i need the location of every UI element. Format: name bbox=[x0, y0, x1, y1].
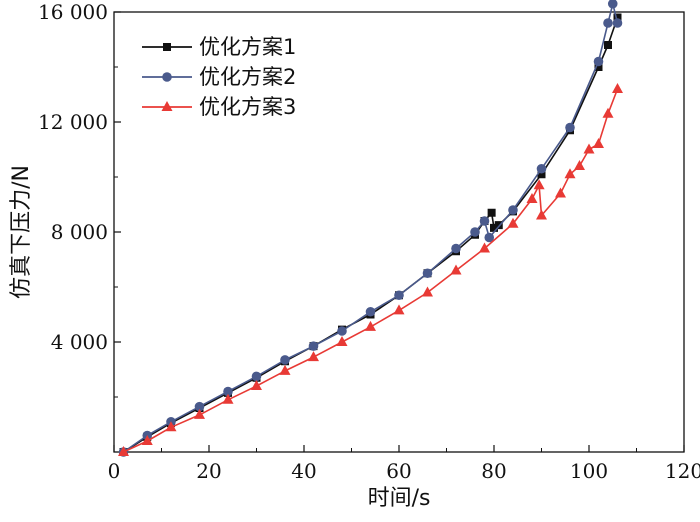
y-tick-label: 4 000 bbox=[51, 330, 108, 354]
data-point bbox=[394, 290, 404, 301]
data-point bbox=[593, 56, 604, 67]
data-point bbox=[494, 221, 503, 230]
data-point bbox=[308, 341, 319, 351]
data-point bbox=[336, 336, 348, 346]
data-point bbox=[536, 209, 547, 220]
x-axis: 0 20 40 60 80 100 120 bbox=[108, 445, 700, 483]
data-point bbox=[537, 170, 546, 179]
data-point bbox=[604, 41, 612, 49]
data-point bbox=[564, 168, 576, 179]
legend-item: 优化方案2 bbox=[142, 65, 296, 89]
x-tick-label: 40 bbox=[291, 459, 316, 483]
x-tick-label: 100 bbox=[570, 459, 608, 483]
legend-item: 优化方案3 bbox=[142, 95, 296, 119]
y-tick-label: 8 000 bbox=[51, 220, 108, 244]
legend-label: 优化方案3 bbox=[199, 95, 296, 119]
y-tick-label: 16 000 bbox=[38, 0, 108, 24]
data-point bbox=[251, 371, 262, 382]
data-point bbox=[603, 18, 613, 28]
data-point bbox=[422, 268, 433, 279]
data-point bbox=[279, 364, 291, 375]
y-axis-title: 仿真下压力/N bbox=[9, 165, 34, 299]
data-point bbox=[393, 304, 405, 315]
data-point bbox=[280, 355, 290, 365]
legend: 优化方案1 优化方案2 优化方案3 bbox=[142, 35, 296, 119]
series-line bbox=[123, 17, 619, 453]
x-tick-label: 0 bbox=[108, 459, 121, 483]
data-point bbox=[612, 83, 623, 93]
data-point bbox=[365, 306, 376, 317]
data-point bbox=[490, 223, 498, 232]
series-2 bbox=[118, 0, 623, 457]
data-point bbox=[594, 63, 603, 71]
data-point bbox=[451, 243, 461, 254]
data-point bbox=[251, 380, 262, 390]
data-point bbox=[565, 122, 575, 133]
x-tick-label: 120 bbox=[665, 459, 700, 483]
data-point bbox=[526, 193, 538, 203]
series-3 bbox=[118, 83, 623, 456]
legend-marker bbox=[161, 101, 173, 111]
series-line bbox=[123, 2, 619, 453]
data-point bbox=[507, 217, 519, 228]
data-point bbox=[583, 143, 595, 154]
data-point bbox=[223, 386, 233, 397]
data-point bbox=[508, 205, 518, 215]
data-point bbox=[574, 160, 585, 170]
x-tick-label: 60 bbox=[386, 459, 411, 483]
data-point bbox=[479, 242, 490, 253]
data-point bbox=[194, 401, 205, 412]
data-point bbox=[141, 435, 153, 445]
legend-marker bbox=[162, 72, 172, 82]
legend-label: 优化方案2 bbox=[199, 65, 296, 89]
data-point bbox=[612, 18, 623, 28]
data-point bbox=[365, 320, 376, 331]
x-tick-label: 20 bbox=[196, 459, 221, 483]
data-point bbox=[479, 216, 490, 226]
data-point bbox=[450, 264, 462, 275]
legend-label: 优化方案1 bbox=[199, 35, 296, 59]
data-point bbox=[165, 421, 177, 432]
x-axis-title: 时间/s bbox=[368, 486, 431, 511]
y-tick-label: 12 000 bbox=[38, 110, 108, 134]
data-point bbox=[422, 286, 433, 297]
data-point bbox=[607, 0, 618, 9]
legend-item: 优化方案1 bbox=[142, 35, 296, 59]
series-layer bbox=[118, 0, 623, 457]
data-point bbox=[613, 13, 622, 22]
data-point bbox=[487, 208, 496, 217]
data-point bbox=[222, 393, 234, 404]
data-point bbox=[308, 351, 319, 362]
data-point bbox=[536, 163, 547, 174]
data-point bbox=[118, 446, 129, 456]
data-point bbox=[533, 179, 545, 190]
series-line bbox=[123, 88, 619, 453]
y-axis: 4 000 8 000 12 000 16 000 bbox=[38, 0, 121, 398]
data-point bbox=[593, 138, 604, 148]
data-point bbox=[484, 232, 495, 243]
series-1 bbox=[119, 13, 622, 456]
x-tick-label: 80 bbox=[481, 459, 506, 483]
legend-marker bbox=[163, 43, 171, 51]
data-point bbox=[470, 227, 480, 237]
data-point bbox=[555, 187, 566, 198]
data-point bbox=[337, 326, 347, 336]
data-point bbox=[194, 408, 205, 419]
data-point bbox=[602, 107, 614, 118]
